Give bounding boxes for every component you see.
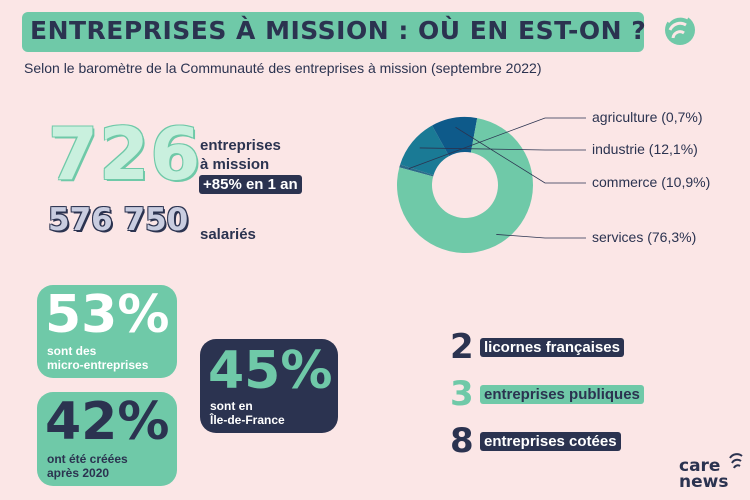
stat-publiques-label: entreprises publiques bbox=[480, 385, 644, 404]
brand-line2: news bbox=[679, 472, 729, 492]
page-title: ENTREPRISES À MISSION : OÙ EN EST-ON ? bbox=[30, 16, 647, 45]
card-micro-caption-1: sont des bbox=[47, 344, 97, 358]
donut-slice-agriculture bbox=[399, 164, 434, 177]
card-micro-entreprises: 53% sont des micro-entreprises bbox=[37, 285, 177, 378]
donut-slices bbox=[397, 117, 533, 253]
brand-line1: care bbox=[679, 456, 721, 476]
card-after2020-pct: 42% bbox=[45, 392, 170, 452]
card-micro-caption-2: micro-entreprises bbox=[47, 358, 149, 372]
stat-publiques-number: 3 bbox=[450, 374, 474, 414]
leader-line-services bbox=[496, 234, 586, 239]
donut-leader-lines bbox=[408, 117, 586, 239]
card-after2020-caption-1: ont été créées bbox=[47, 452, 128, 466]
sector-donut-chart: agriculture (0,7%) industrie (12,1%) comme… bbox=[397, 109, 710, 253]
leader-line-agriculture bbox=[408, 117, 586, 169]
leader-line-industrie bbox=[419, 147, 586, 151]
card-ile-de-france: 45% sont en Île-de-France bbox=[200, 339, 338, 433]
growth-badge: +85% en 1 an bbox=[199, 175, 302, 194]
card-micro-caption: sont des micro-entreprises bbox=[47, 344, 148, 372]
legend-label-industrie: industrie (12,1%) bbox=[592, 141, 698, 157]
donut-slice-services bbox=[397, 118, 533, 253]
stat-cotees-label: entreprises cotées bbox=[480, 432, 621, 451]
companies-label-line2: à mission bbox=[200, 156, 270, 173]
card-micro-pct: 53% bbox=[45, 285, 170, 345]
leader-line-commerce bbox=[455, 126, 586, 184]
stat-licornes-label: licornes françaises bbox=[480, 338, 624, 357]
card-after-2020: 42% ont été créées après 2020 bbox=[37, 392, 177, 486]
legend-label-services: services (76,3%) bbox=[592, 229, 696, 245]
companies-count: 726 bbox=[48, 112, 202, 196]
card-idf-caption: sont en Île-de-France bbox=[210, 399, 285, 427]
card-idf-caption-2: Île-de-France bbox=[210, 413, 285, 427]
title-banner bbox=[22, 12, 644, 52]
companies-label-line1: entreprises bbox=[200, 137, 281, 154]
card-after2020-caption: ont été créées après 2020 bbox=[47, 452, 128, 480]
companies-label: entreprises à mission bbox=[200, 136, 281, 174]
legend-label-agriculture: agriculture (0,7%) bbox=[592, 109, 703, 125]
donut-slice-industrie bbox=[400, 125, 450, 176]
card-idf-pct: 45% bbox=[208, 341, 333, 401]
page-subtitle: Selon le baromètre de la Communauté des … bbox=[24, 60, 542, 76]
card-idf-caption-1: sont en bbox=[210, 399, 253, 413]
donut-slice-commerce bbox=[432, 117, 478, 157]
carenews-logo-icon bbox=[665, 14, 695, 45]
donut-legend: agriculture (0,7%) industrie (12,1%) comme… bbox=[592, 109, 710, 245]
employees-label: salariés bbox=[200, 226, 256, 243]
legend-label-commerce: commerce (10,9%) bbox=[592, 174, 710, 190]
carenews-mark-icon bbox=[729, 453, 743, 469]
card-after2020-caption-2: après 2020 bbox=[47, 466, 110, 480]
stat-licornes-number: 2 bbox=[450, 327, 474, 367]
brand-wordmark: care news bbox=[679, 456, 729, 492]
employees-count: 576 750 bbox=[48, 202, 189, 238]
stat-cotees-number: 8 bbox=[450, 421, 474, 461]
